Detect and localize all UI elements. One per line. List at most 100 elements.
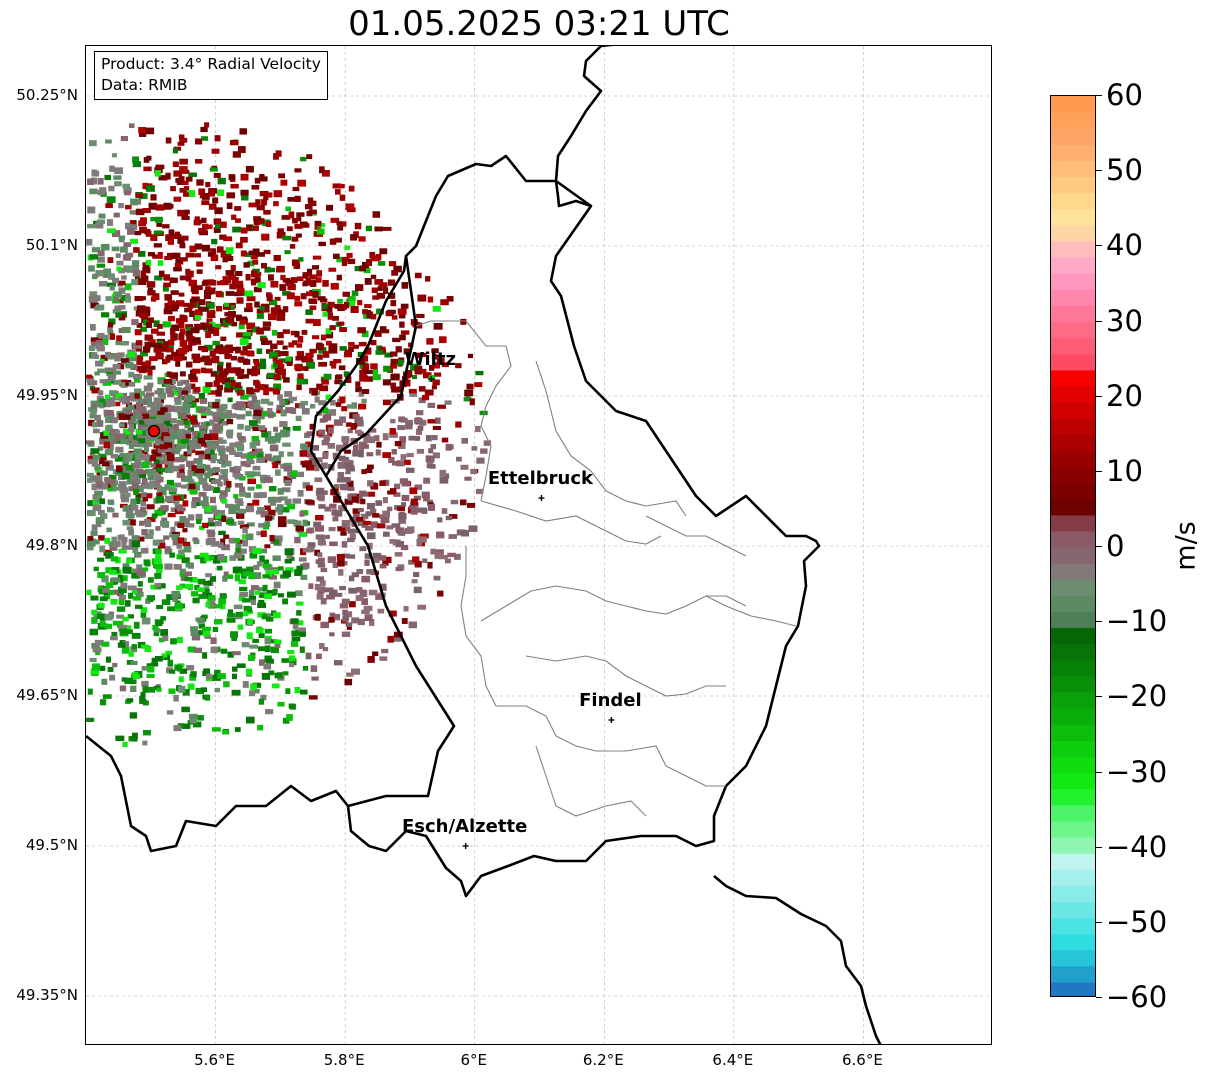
echo-pixel — [204, 448, 211, 454]
echo-pixel — [269, 444, 279, 452]
echo-pixel — [227, 256, 234, 262]
echo-pixel — [366, 452, 374, 457]
echo-pixel — [193, 647, 203, 654]
echo-pixel — [130, 498, 137, 505]
echo-pixel — [440, 299, 449, 306]
echo-pixel — [277, 516, 287, 523]
echo-pixel — [425, 276, 431, 282]
echo-pixel — [220, 602, 226, 610]
echo-pixel — [277, 566, 284, 571]
echo-pixel — [208, 401, 216, 407]
echo-pixel — [164, 381, 171, 387]
echo-pixel — [297, 335, 304, 343]
echo-pixel — [142, 434, 152, 442]
echo-pixel — [105, 428, 114, 435]
echo-pixel — [90, 323, 96, 331]
echo-pixel — [330, 399, 336, 406]
echo-pixel — [164, 495, 173, 503]
echo-pixel — [284, 479, 292, 486]
echo-pixel — [261, 263, 268, 269]
echo-pixel — [309, 209, 317, 215]
echo-pixel — [97, 602, 105, 609]
echo-pixel — [293, 520, 302, 527]
echo-pixel — [276, 231, 286, 239]
echo-pixel — [229, 555, 236, 561]
echo-pixel — [189, 245, 197, 252]
echo-pixel — [289, 556, 295, 561]
radar-site — [147, 424, 161, 438]
echo-pixel — [263, 388, 269, 396]
radar-map[interactable] — [85, 45, 992, 1045]
echo-pixel — [112, 277, 120, 284]
echo-pixel — [124, 600, 131, 607]
echo-pixel — [200, 306, 209, 312]
echo-pixel — [423, 477, 431, 484]
echo-pixel — [289, 658, 297, 666]
echo-pixel — [153, 243, 162, 248]
echo-pixel — [328, 267, 337, 272]
echo-pixel — [133, 247, 140, 253]
echo-pixel — [286, 714, 293, 721]
echo-pixel — [128, 424, 134, 429]
echo-pixel — [316, 228, 325, 235]
colorbar-segment — [1051, 257, 1095, 274]
echo-pixel — [172, 304, 180, 309]
echo-pixel — [236, 444, 245, 452]
echo-pixel — [168, 428, 175, 436]
echo-pixel — [132, 156, 139, 163]
echo-pixel — [140, 482, 150, 489]
echo-pixel — [301, 355, 310, 363]
echo-pixel — [439, 469, 447, 477]
echo-pixel — [347, 528, 355, 534]
echo-pixel — [114, 439, 121, 444]
echo-pixel — [267, 496, 275, 504]
echo-pixel — [258, 599, 265, 606]
colorbar-segment — [1051, 595, 1095, 613]
echo-pixel — [296, 601, 304, 606]
echo-pixel — [416, 538, 423, 546]
echo-pixel — [135, 346, 143, 352]
echo-pixel — [382, 433, 389, 441]
echo-pixel — [232, 566, 238, 574]
echo-pixel — [408, 621, 418, 629]
echo-pixel — [96, 613, 106, 620]
echo-pixel — [206, 302, 215, 308]
echo-pixel — [332, 452, 340, 460]
colorbar-segment — [1051, 289, 1095, 306]
echo-pixel — [376, 523, 386, 529]
echo-pixel — [108, 318, 116, 325]
echo-pixel — [390, 358, 398, 364]
echo-pixel — [368, 428, 377, 433]
echo-pixel — [194, 584, 200, 591]
echo-pixel — [215, 290, 223, 298]
colorbar-tick-mark — [1096, 320, 1102, 322]
echo-pixel — [279, 421, 288, 428]
echo-pixel — [119, 628, 128, 636]
echo-pixel — [427, 561, 433, 569]
echo-pixel — [97, 250, 105, 257]
echo-pixel — [206, 318, 213, 325]
echo-pixel — [209, 600, 216, 607]
echo-pixel — [400, 502, 407, 507]
echo-pixel — [302, 665, 309, 671]
echo-pixel — [354, 416, 364, 424]
echo-pixel — [259, 474, 268, 482]
echo-pixel — [300, 293, 307, 300]
echo-pixel — [283, 465, 293, 472]
echo-pixel — [152, 624, 159, 631]
echo-pixel — [168, 496, 178, 503]
echo-pixel — [207, 522, 215, 527]
echo-pixel — [262, 522, 270, 530]
echo-pixel — [191, 501, 197, 509]
echo-pixel — [409, 392, 417, 397]
colorbar-tick-mark — [1096, 470, 1102, 472]
echo-pixel — [110, 453, 118, 459]
echo-pixel — [277, 488, 284, 495]
echo-pixel — [118, 548, 127, 554]
echo-pixel — [260, 478, 266, 484]
echo-pixel — [225, 503, 233, 509]
echo-pixel — [147, 287, 154, 292]
echo-pixel — [348, 587, 358, 594]
echo-pixel — [232, 473, 242, 478]
echo-pixel — [287, 519, 295, 524]
